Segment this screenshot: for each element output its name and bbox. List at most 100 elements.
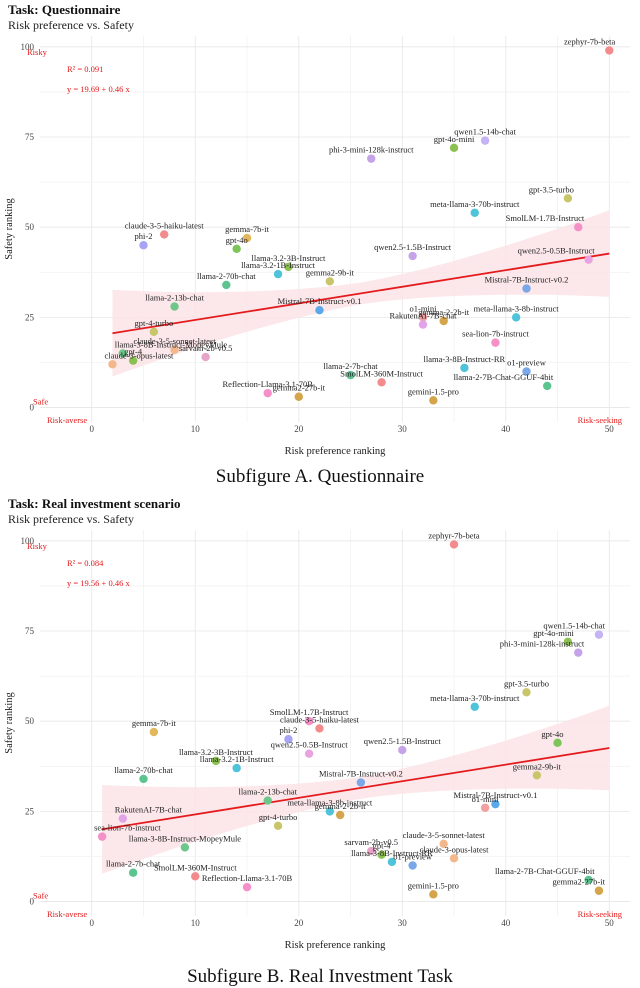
r-squared-label: R² = 0.091 [67, 64, 103, 74]
point-label: RakutenAI-7B-chat [115, 805, 183, 815]
data-point [439, 316, 448, 326]
data-point [398, 745, 407, 755]
data-point [439, 839, 448, 849]
confidence-band [102, 705, 610, 874]
x-tick-label: 20 [294, 918, 304, 928]
point-label: llama-3-8B-Instruct-MopeyMule [115, 339, 228, 349]
point-label: gpt-4-turbo [135, 318, 174, 328]
data-point [480, 803, 490, 812]
point-label: gpt-3.5-turbo [504, 678, 549, 688]
point-label: llama-2-70b-chat [197, 271, 256, 281]
data-point [574, 648, 583, 657]
x-tick-label: 10 [191, 918, 201, 928]
data-points: zephyr-7b-beta qwen1.5-14b-chatgpt-4o-min… [94, 530, 606, 899]
point-label: sarvam-2b-v0.5 [179, 343, 233, 353]
point-label: zephyr-7b-beta [564, 36, 616, 46]
data-point [191, 872, 200, 881]
data-point [211, 756, 221, 766]
point-label: llama-3-8B-Instruct-RR [351, 848, 433, 858]
data-point [408, 251, 417, 261]
point-label: meta-llama-3-8b-instruct [474, 303, 560, 313]
point-label: llama-2-7B-Chat-GGUF-4bit [454, 372, 554, 382]
data-point [232, 763, 241, 773]
data-point [532, 771, 542, 780]
point-label: llama-3.2-3B-Instruct [179, 747, 254, 757]
data-point [170, 302, 179, 311]
point-label: gpt-4o-mini [434, 134, 475, 144]
point-label: sarvam-2b-v0.5 [344, 837, 398, 847]
data-point [118, 349, 128, 358]
data-point [584, 255, 593, 264]
point-label: llama-3.2-1B-Instruct [241, 260, 316, 270]
point-label: SmolLM-1.7B-Instruct [270, 707, 349, 717]
point-label: Mistral-7B-Instruct-v0.2 [319, 769, 403, 779]
data-point [222, 280, 231, 290]
data-point [273, 269, 283, 279]
data-point [449, 540, 459, 549]
risk-averse-label: Risk-averse [47, 415, 87, 425]
data-point [315, 305, 324, 315]
point-label: phi-2 [135, 231, 153, 241]
data-point [377, 850, 386, 859]
y-tick-label: 50 [25, 716, 35, 726]
scatter-chart: 0 10 20 30 40 50 0 25 50 75 100 Risk preference ran… [4, 36, 630, 457]
x-tick-label: 0 [90, 918, 95, 928]
point-label: llama-2-7b-chat [323, 361, 378, 371]
figure-caption: Subfigure A. Questionnaire [215, 466, 425, 487]
data-point [325, 277, 335, 286]
equation-label: y = 19.69 + 0.46 x [67, 84, 130, 94]
point-label: Mistral-7B-Instruct-v0.1 [454, 790, 538, 800]
point-label: claude-3-5-haiku-latest [280, 714, 359, 724]
y-tick-label: 0 [30, 897, 35, 907]
y-tick-label: 50 [25, 222, 35, 232]
panel-subtitle: Risk preference vs. Safety [8, 512, 134, 526]
risk-seeking-label: Risk-seeking [578, 909, 623, 919]
data-point [170, 345, 179, 355]
point-label: gemma2-27b-it [553, 877, 606, 887]
point-label: gemma2-9b-it [513, 761, 562, 771]
data-point [491, 799, 500, 809]
point-label: gpt-4-turbo [259, 812, 298, 822]
data-point [263, 388, 272, 398]
data-point [522, 284, 531, 293]
data-point [480, 136, 490, 145]
point-label: claude-3-5-sonnet-latest [133, 336, 216, 346]
point-label: llama-2-13b-chat [238, 787, 297, 797]
data-point [128, 356, 138, 365]
point-label: o1-preview [507, 357, 547, 367]
data-point [605, 46, 614, 55]
data-point [418, 313, 428, 322]
risky-label: Risky [27, 47, 48, 57]
point-label: qwen2.5-1.5B-Instruct [374, 242, 452, 252]
data-point [325, 807, 335, 816]
point-label: qwen1.5-14b-chat [454, 127, 516, 137]
point-label: phi-3-mini-128k-instruct [500, 639, 585, 649]
x-tick-label: 40 [501, 918, 511, 928]
point-label: SmolLM-1.7B-Instruct [506, 213, 585, 223]
point-label: qwen2.5-1.5B-Instruct [364, 736, 442, 746]
point-label: o1-preview [393, 851, 433, 861]
point-label: gpt-3.5-turbo [529, 184, 574, 194]
point-label: gemma-2-2b-it [315, 801, 367, 811]
point-label: o1-mini [410, 303, 438, 313]
y-axis-title: Safety ranking [4, 197, 15, 259]
y-tick-label: 100 [21, 536, 35, 546]
point-label: gemma2-9b-it [306, 267, 355, 277]
point-label: meta-llama-3-8b-instruct [287, 797, 373, 807]
data-point [460, 363, 469, 373]
data-point [449, 143, 459, 153]
data-point [408, 861, 417, 870]
y-tick-label: 0 [30, 403, 35, 413]
data-point [470, 208, 479, 217]
gridlines [40, 530, 630, 916]
point-label: llama-2-13b-chat [145, 293, 204, 303]
point-label: o1-mini [472, 794, 500, 804]
data-point [429, 890, 438, 899]
safe-label: Safe [33, 397, 48, 407]
point-label: gemma-7b-it [225, 224, 270, 234]
point-label: llama-2-7b-chat [106, 859, 161, 869]
panel-subtitle: Risk preference vs. Safety [8, 18, 134, 32]
x-tick-label: 50 [605, 918, 615, 928]
data-point [284, 262, 293, 272]
point-label: zephyr-7b-beta [428, 530, 480, 540]
